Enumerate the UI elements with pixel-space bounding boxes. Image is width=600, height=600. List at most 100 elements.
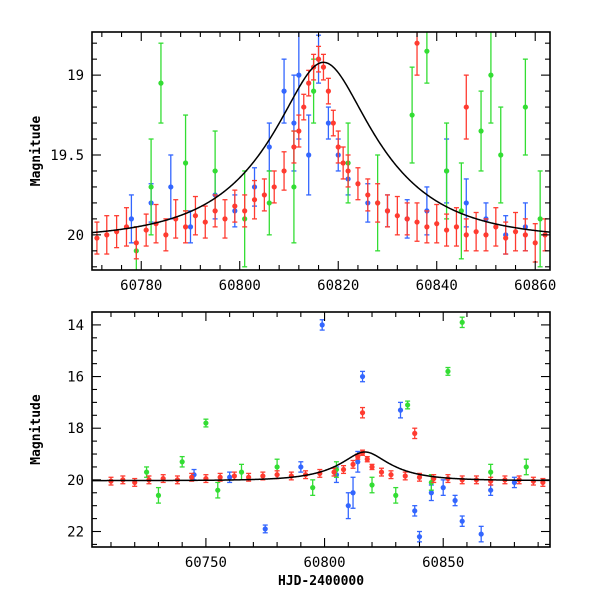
data-point — [173, 199, 179, 239]
data-point — [364, 455, 370, 463]
data-point — [345, 492, 351, 520]
data-point — [281, 151, 287, 191]
y-tick-label: 22 — [67, 525, 84, 541]
data-point — [261, 178, 267, 212]
data-point — [182, 210, 189, 244]
data-point — [296, 114, 302, 148]
data-point — [133, 226, 139, 260]
data-point — [104, 215, 110, 255]
data-point — [409, 66, 415, 164]
data-point — [478, 90, 484, 172]
data-point — [182, 114, 189, 212]
data-point — [404, 202, 410, 236]
data-point — [359, 406, 366, 419]
data-point — [203, 418, 209, 428]
data-point — [350, 459, 356, 469]
y-tick-label: 14 — [67, 318, 84, 334]
data-point — [405, 400, 411, 410]
data-point — [187, 210, 194, 244]
data-point — [424, 210, 430, 244]
data-point — [522, 58, 528, 156]
data-point — [325, 106, 331, 140]
data-point — [330, 109, 336, 137]
data-point — [424, 32, 430, 84]
data-point — [94, 221, 100, 255]
data-point — [443, 213, 450, 247]
data-point — [397, 401, 404, 419]
y-tick-label: 19 — [67, 68, 84, 84]
bottom-panel-full-light-curve: 60750 60800 60850 14 16 18 20 22 Magnitude HJD-24… — [29, 311, 551, 589]
data-point — [393, 486, 399, 504]
data-point — [350, 476, 356, 509]
data-point — [522, 218, 528, 252]
data-point — [511, 476, 518, 489]
axes: 60780 60800 60820 60840 60860 19 19.5 20 Magnitu… — [29, 32, 556, 294]
series-1 — [143, 316, 529, 504]
x-tick-label: 60850 — [422, 555, 464, 571]
data-point — [238, 463, 245, 481]
data-point — [317, 468, 323, 478]
x-tick-label: 60820 — [317, 278, 359, 294]
data-point — [463, 218, 469, 252]
data-point — [335, 130, 341, 164]
data-point — [128, 194, 134, 244]
data-point — [266, 122, 272, 172]
data-point — [345, 154, 351, 188]
data-point — [251, 179, 258, 220]
data-point — [414, 202, 420, 242]
data-point — [262, 524, 268, 534]
data-point — [503, 221, 509, 255]
data-point — [488, 476, 494, 486]
plot-frame — [91, 311, 551, 548]
data-point — [231, 471, 237, 481]
data-point — [523, 458, 529, 476]
data-point — [148, 138, 154, 236]
data-point — [359, 370, 366, 383]
data-point — [203, 474, 209, 484]
data-point — [445, 366, 451, 376]
data-point — [459, 475, 465, 485]
y-tick-label: 18 — [67, 421, 84, 437]
data-point — [416, 530, 423, 543]
data-point — [266, 170, 272, 236]
series-0 — [191, 319, 518, 543]
data-layer — [92, 32, 550, 270]
data-point — [212, 194, 218, 228]
data-point — [179, 455, 185, 468]
data-point — [459, 316, 465, 329]
data-point — [440, 479, 446, 497]
data-point — [394, 195, 400, 236]
data-point — [192, 195, 199, 236]
data-point — [168, 154, 174, 220]
data-point — [202, 205, 208, 239]
x-tick-label: 60800 — [303, 555, 345, 571]
data-point — [281, 58, 287, 124]
model-curve — [92, 61, 550, 234]
data-point — [478, 525, 484, 543]
x-axis-title: HJD-2400000 — [278, 574, 364, 589]
data-point — [320, 53, 327, 81]
y-tick-label: 20 — [67, 473, 84, 489]
data-point — [306, 69, 312, 97]
data-point — [155, 486, 162, 504]
data-point — [160, 474, 166, 484]
data-point — [355, 167, 361, 201]
data-point — [412, 427, 418, 440]
data-point — [215, 481, 221, 499]
data-point — [291, 130, 297, 164]
y-tick-label: 20 — [67, 228, 84, 244]
data-point — [310, 479, 316, 497]
data-point — [158, 42, 164, 124]
data-point — [143, 466, 150, 478]
y-tick-label: 16 — [67, 370, 84, 386]
data-point — [274, 470, 280, 480]
data-point — [402, 471, 408, 481]
x-tick-label: 60750 — [185, 555, 227, 571]
model-curve — [92, 451, 550, 482]
data-point — [378, 467, 385, 477]
data-point — [453, 207, 460, 247]
data-point — [452, 494, 458, 507]
data-point — [331, 467, 337, 477]
data-point — [458, 162, 464, 260]
data-point — [512, 211, 519, 252]
